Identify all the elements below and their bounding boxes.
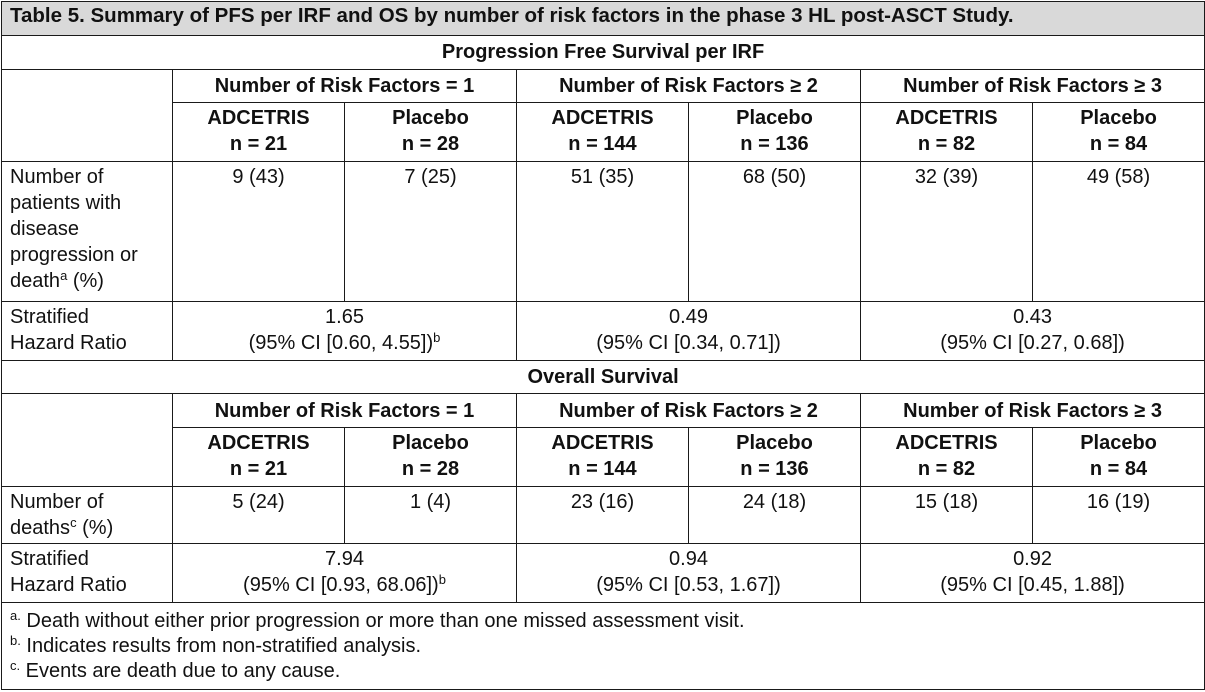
table-cell: 32 (39) [860,161,1033,302]
footnote: c. Events are death due to any cause. [10,657,341,682]
arm-name: ADCETRIS [895,106,998,129]
hazard-ratio-cell: 7.94 (95% CI [0.93, 68.06])b [172,542,517,604]
pfs-events-label: Number of patients with disease progress… [1,161,173,302]
pfs-hr-label: Stratified Hazard Ratio [1,300,173,362]
hazard-ratio-cell: 0.94 (95% CI [0.53, 1.67]) [516,542,861,604]
footnote-mark: b [433,329,441,345]
table-cell: 5 (24) [172,486,345,544]
os-events-label: Number of deathsc (%) [1,486,173,544]
table-cell: 15 (18) [860,486,1033,544]
arm-name: Placebo [392,431,469,454]
table-cell: 49 (58) [1031,161,1205,302]
footnotes: a. Death without either prior progressio… [0,602,1205,690]
table-title: Table 5. Summary of PFS per IRF and OS b… [0,0,1205,37]
arm-header: ADCETRIS n = 82 [860,101,1033,163]
arm-name: Placebo [1080,431,1157,454]
arm-name: ADCETRIS [895,431,998,454]
arm-name: Placebo [392,106,469,129]
arm-header: Placebo n = 136 [688,426,861,488]
table-cell: 68 (50) [688,161,861,302]
hazard-ratio-cell: 0.43 (95% CI [0.27, 0.68]) [859,300,1205,362]
table-cell: 16 (19) [1031,486,1205,544]
arm-header: Placebo n = 136 [688,101,861,163]
table-cell: 9 (43) [172,161,345,302]
hazard-ratio-cell: 1.65 (95% CI [0.60, 4.55])b [172,300,517,362]
arm-name: ADCETRIS [207,431,310,454]
pfs-group-header-1: Number of Risk Factors = 1 [172,68,517,103]
arm-n: n = 144 [568,457,637,480]
footnote: a. Death without either prior progressio… [10,607,745,632]
arm-name: ADCETRIS [207,106,310,129]
arm-n: n = 84 [1089,457,1148,480]
arm-header: ADCETRIS n = 21 [172,426,345,488]
arm-n: n = 28 [401,457,460,480]
table-cell: 24 (18) [688,486,861,544]
arm-n: n = 144 [568,132,637,155]
arm-n: n = 82 [917,457,976,480]
os-group-header-3: Number of Risk Factors ≥ 3 [859,393,1205,428]
footnote-mark: c [70,515,77,531]
arm-header: Placebo n = 84 [1031,101,1205,163]
table-cell: 23 (16) [516,486,689,544]
hazard-ratio-cell: 0.49 (95% CI [0.34, 0.71]) [516,300,861,362]
empty-header-cell [1,68,173,163]
arm-name: ADCETRIS [551,431,654,454]
arm-header: Placebo n = 84 [1031,426,1205,488]
empty-header-cell [1,393,173,488]
arm-name: Placebo [736,431,813,454]
footnote-mark: b [438,571,446,587]
arm-n: n = 136 [740,457,809,480]
pfs-section-title: Progression Free Survival per IRF [0,35,1205,70]
arm-n: n = 28 [401,132,460,155]
arm-n: n = 82 [917,132,976,155]
os-group-header-1: Number of Risk Factors = 1 [172,393,517,428]
os-hr-label: Stratified Hazard Ratio [1,542,173,604]
arm-header: ADCETRIS n = 144 [516,101,689,163]
pfs-group-header-2: Number of Risk Factors ≥ 2 [516,68,861,103]
arm-name: Placebo [736,106,813,129]
arm-n: n = 21 [229,132,288,155]
arm-n: n = 21 [229,457,288,480]
arm-n: n = 84 [1089,132,1148,155]
arm-n: n = 136 [740,132,809,155]
os-group-header-2: Number of Risk Factors ≥ 2 [516,393,861,428]
arm-header: ADCETRIS n = 21 [172,101,345,163]
footnote: b. Indicates results from non-stratified… [10,632,422,657]
footnote-mark: a [60,268,68,284]
arm-header: ADCETRIS n = 144 [516,426,689,488]
arm-header: Placebo n = 28 [344,101,517,163]
table-cell: 1 (4) [344,486,517,544]
arm-header: Placebo n = 28 [344,426,517,488]
table-cell: 7 (25) [344,161,517,302]
table-cell: 51 (35) [516,161,689,302]
arm-name: Placebo [1080,106,1157,129]
pfs-group-header-3: Number of Risk Factors ≥ 3 [859,68,1205,103]
os-section-title: Overall Survival [0,360,1205,395]
arm-header: ADCETRIS n = 82 [860,426,1033,488]
hazard-ratio-cell: 0.92 (95% CI [0.45, 1.88]) [859,542,1205,604]
arm-name: ADCETRIS [551,106,654,129]
